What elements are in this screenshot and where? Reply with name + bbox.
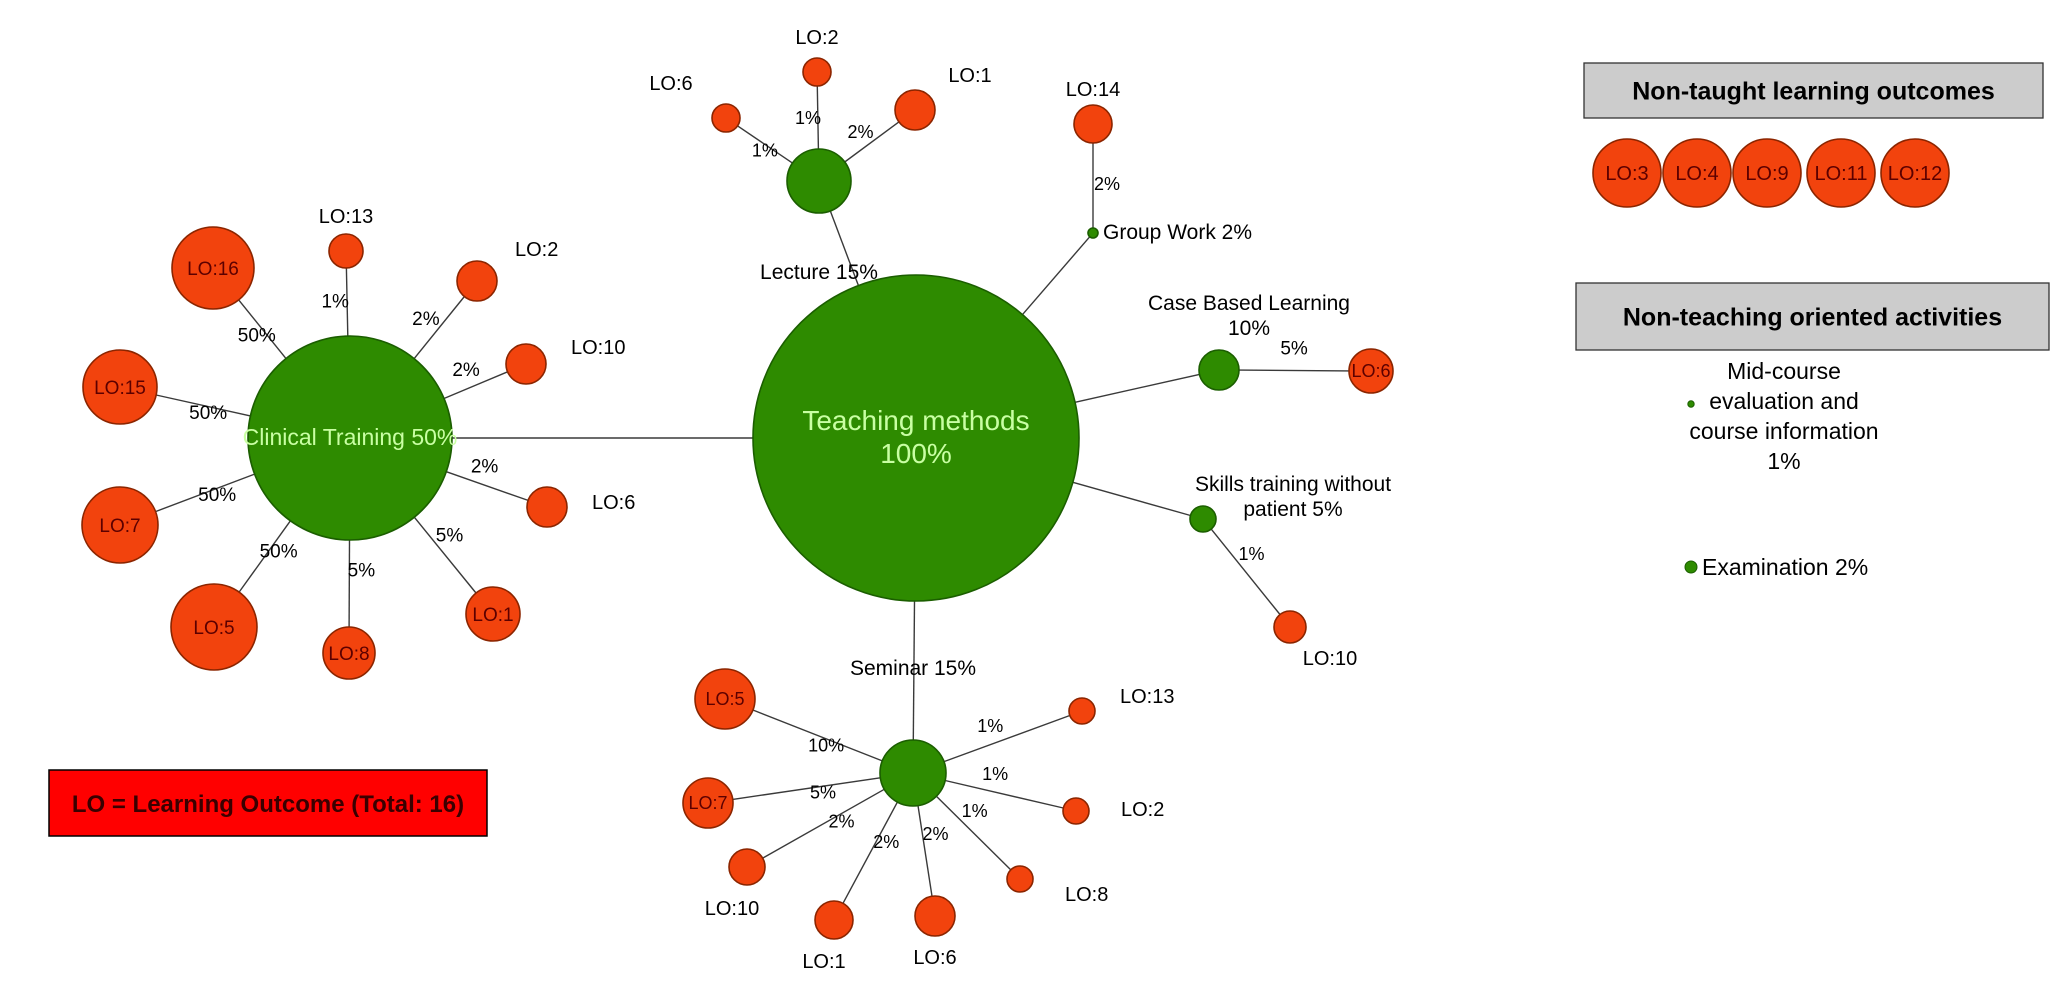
svg-text:5%: 5% xyxy=(436,526,464,547)
svg-text:10%: 10% xyxy=(808,736,844,756)
svg-text:LO:6: LO:6 xyxy=(913,947,956,969)
svg-text:LO:12: LO:12 xyxy=(1888,163,1942,185)
svg-text:LO:16: LO:16 xyxy=(187,259,239,280)
svg-text:LO:3: LO:3 xyxy=(1605,163,1648,185)
svg-text:2%: 2% xyxy=(1094,174,1120,194)
svg-text:1%: 1% xyxy=(1767,448,1800,474)
svg-text:2%: 2% xyxy=(452,360,480,381)
svg-text:100%: 100% xyxy=(880,438,952,469)
svg-text:5%: 5% xyxy=(1280,339,1308,360)
svg-text:50%: 50% xyxy=(260,542,298,563)
svg-text:LO = Learning Outcome (Total:: LO = Learning Outcome (Total: 16) xyxy=(72,791,464,818)
svg-text:LO:2: LO:2 xyxy=(1121,799,1164,821)
svg-text:LO:1: LO:1 xyxy=(948,65,991,87)
svg-text:2%: 2% xyxy=(828,811,854,831)
svg-text:LO:11: LO:11 xyxy=(1815,163,1868,185)
svg-text:LO:2: LO:2 xyxy=(795,27,838,49)
svg-text:5%: 5% xyxy=(348,561,376,582)
svg-text:Clinical Training 50%: Clinical Training 50% xyxy=(243,424,458,450)
svg-text:LO:15: LO:15 xyxy=(94,378,146,399)
svg-text:1%: 1% xyxy=(321,292,349,313)
svg-text:Case Based Learning: Case Based Learning xyxy=(1148,292,1350,315)
svg-text:LO:8: LO:8 xyxy=(1065,884,1108,906)
svg-text:LO:6: LO:6 xyxy=(649,73,692,95)
svg-text:LO:10: LO:10 xyxy=(705,898,759,920)
svg-text:Teaching methods: Teaching methods xyxy=(802,405,1029,436)
svg-text:LO:9: LO:9 xyxy=(1745,163,1788,185)
svg-text:5%: 5% xyxy=(810,782,836,802)
svg-text:LO:4: LO:4 xyxy=(1675,163,1718,185)
svg-text:2%: 2% xyxy=(873,832,899,852)
svg-text:LO:7: LO:7 xyxy=(688,793,727,813)
svg-text:LO:13: LO:13 xyxy=(319,206,373,228)
svg-text:Group Work 2%: Group Work 2% xyxy=(1103,221,1252,244)
svg-text:1%: 1% xyxy=(977,716,1003,736)
svg-text:Examination 2%: Examination 2% xyxy=(1702,554,1868,580)
svg-text:2%: 2% xyxy=(412,309,440,330)
svg-text:LO:13: LO:13 xyxy=(1120,686,1174,708)
svg-text:LO:10: LO:10 xyxy=(1303,648,1357,670)
svg-text:1%: 1% xyxy=(982,764,1008,784)
svg-text:LO:1: LO:1 xyxy=(472,605,513,626)
svg-text:1%: 1% xyxy=(1238,544,1264,564)
svg-text:LO:7: LO:7 xyxy=(99,516,140,537)
svg-text:50%: 50% xyxy=(198,485,236,506)
svg-text:2%: 2% xyxy=(847,122,873,142)
svg-text:LO:14: LO:14 xyxy=(1066,79,1120,101)
svg-text:2%: 2% xyxy=(471,456,499,477)
svg-text:LO:2: LO:2 xyxy=(515,239,558,261)
svg-text:LO:5: LO:5 xyxy=(193,618,234,639)
svg-text:LO:8: LO:8 xyxy=(328,644,369,665)
svg-text:1%: 1% xyxy=(962,801,988,821)
svg-text:LO:6: LO:6 xyxy=(592,492,635,514)
svg-text:50%: 50% xyxy=(189,403,227,424)
svg-text:Seminar 15%: Seminar 15% xyxy=(850,657,976,680)
svg-text:Non-teaching oriented activiti: Non-teaching oriented activities xyxy=(1623,304,2002,332)
svg-text:LO:1: LO:1 xyxy=(802,951,845,973)
svg-text:evaluation and: evaluation and xyxy=(1709,388,1859,414)
svg-text:patient 5%: patient 5% xyxy=(1243,498,1342,521)
svg-text:1%: 1% xyxy=(795,108,821,128)
svg-text:course information: course information xyxy=(1689,418,1878,444)
svg-text:50%: 50% xyxy=(238,326,276,347)
svg-text:LO:5: LO:5 xyxy=(705,689,744,709)
svg-text:Non-taught learning outcomes: Non-taught learning outcomes xyxy=(1632,78,1995,106)
svg-text:2%: 2% xyxy=(922,824,948,844)
svg-text:Lecture 15%: Lecture 15% xyxy=(760,261,878,284)
svg-text:Mid-course: Mid-course xyxy=(1727,358,1841,384)
svg-text:1%: 1% xyxy=(752,141,778,161)
svg-text:LO:6: LO:6 xyxy=(1351,361,1390,381)
svg-text:Skills training without: Skills training without xyxy=(1195,473,1391,496)
svg-text:LO:10: LO:10 xyxy=(571,337,625,359)
svg-text:10%: 10% xyxy=(1228,317,1270,340)
